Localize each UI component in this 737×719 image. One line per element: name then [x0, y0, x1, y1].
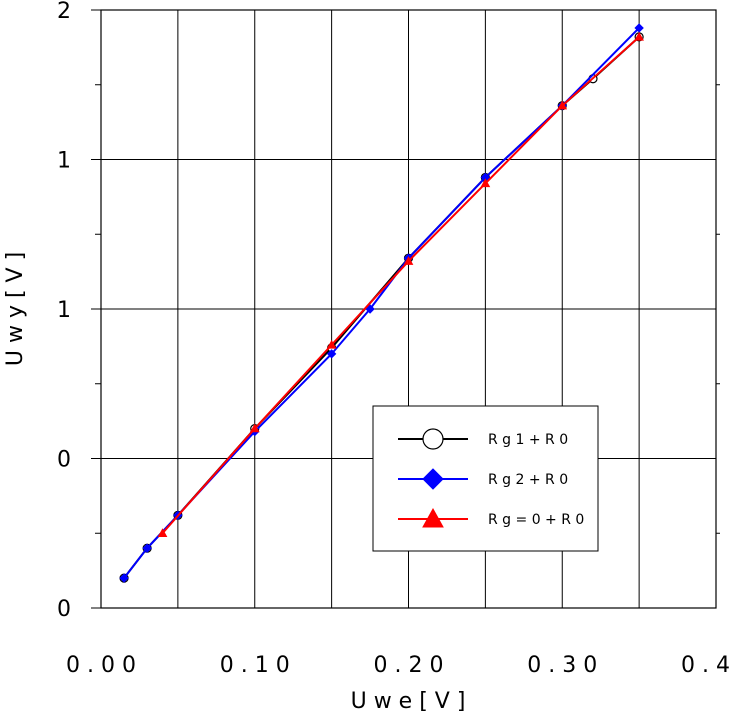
- y-tick-labels: 0 0 1 1 2: [57, 0, 71, 622]
- y-tick-label: 1: [57, 298, 71, 323]
- data-point-triangle: [249, 423, 260, 433]
- x-tick-label: 0 . 4 0: [681, 653, 737, 678]
- x-tick-label: 0 . 0 0: [66, 653, 136, 678]
- data-point-triangle: [403, 256, 414, 265]
- x-axis-title: U w e [ V ]: [351, 689, 466, 714]
- y-axis-title: U w y [ V ]: [3, 252, 28, 366]
- data-point-triangle: [157, 528, 168, 537]
- y-tick-label: 1: [57, 149, 71, 174]
- legend-entries: R g 1 + R 0 R g 2 + R 0 R g = 0 + R 0: [398, 428, 584, 528]
- ticks: [91, 9, 720, 609]
- data-point-triangle: [422, 507, 444, 528]
- data-point-triangle: [557, 100, 568, 110]
- legend-label: R g = 0 + R 0: [488, 512, 584, 528]
- x-tick-label: 0 . 3 0: [527, 653, 597, 678]
- data-point-diamond: [422, 468, 444, 490]
- data-point-diamond: [142, 543, 152, 553]
- data-point-triangle: [634, 31, 644, 41]
- data-point-diamond: [365, 304, 375, 314]
- data-point-circle: [422, 428, 444, 450]
- x-tick-label: 0 . 1 0: [220, 653, 290, 678]
- legend-entry: R g = 0 + R 0: [398, 507, 584, 528]
- legend-entry: R g 1 + R 0: [398, 428, 568, 450]
- y-tick-label: 0: [57, 448, 71, 473]
- legend-label: R g 2 + R 0: [488, 472, 568, 488]
- legend: R g 1 + R 0 R g 2 + R 0 R g = 0 + R 0: [372, 405, 599, 552]
- legend-label: R g 1 + R 0: [488, 432, 568, 448]
- x-tick-labels: 0 . 0 0 0 . 1 0 0 . 2 0 0 . 3 0 0 . 4 0: [66, 653, 737, 678]
- x-tick-label: 0 . 2 0: [374, 653, 444, 678]
- data-point-triangle: [480, 178, 491, 188]
- y-tick-label: 0: [57, 597, 71, 622]
- data-point-diamond: [119, 573, 129, 583]
- series: [157, 31, 644, 537]
- data-point-diamond: [326, 349, 337, 359]
- legend-entry: R g 2 + R 0: [398, 468, 568, 490]
- y-tick-label: 2: [57, 0, 71, 24]
- series-layer: [119, 23, 644, 583]
- data-point-triangle: [326, 339, 337, 349]
